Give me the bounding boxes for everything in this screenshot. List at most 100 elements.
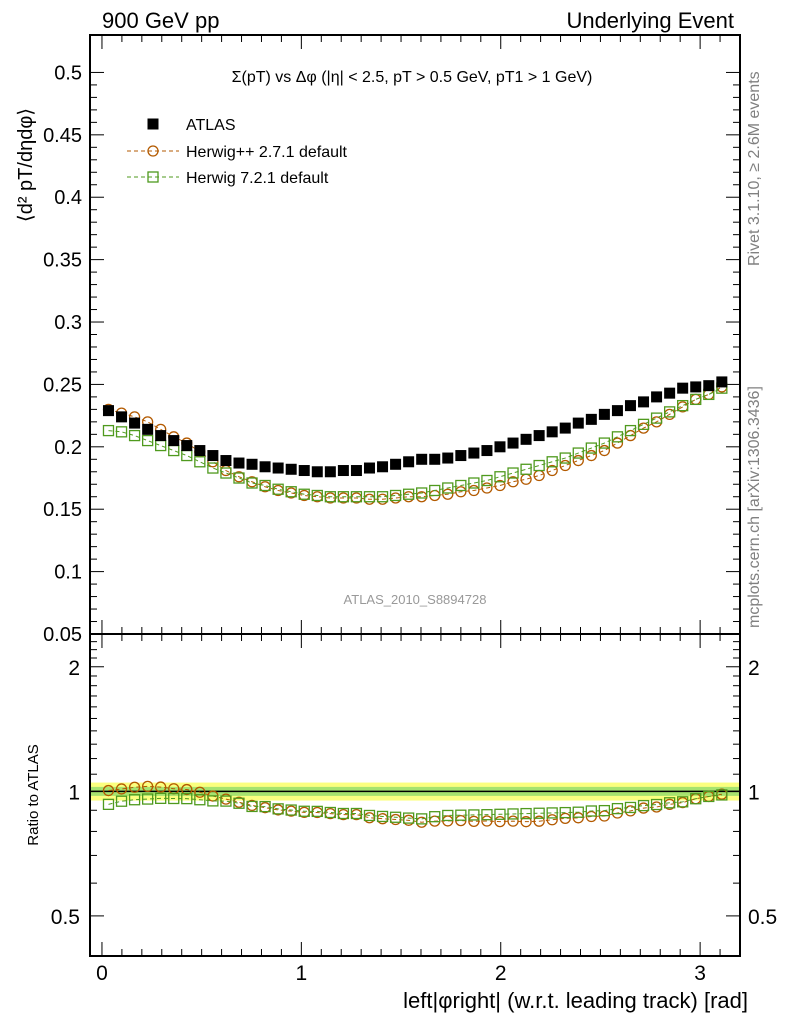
herwig-2-7-1-default-ratio-point [507,815,519,827]
ratio-axis-ticks: 0.5 0.5 1 1 2 2 0 1 2 3 [51,633,777,985]
atlas-point [220,455,232,467]
herwig-7-2-1-default-ratio-point [455,809,467,821]
herwig-2-7-1-default-ratio-point [494,815,506,828]
herwig-2-7-1-default-point [507,476,519,488]
herwig-2-7-1-default-point [598,444,611,457]
herwig-2-7-1-default-ratio-line [108,785,722,823]
atlas-point [494,441,506,453]
ratio-y-tick-label: 2 [68,657,80,680]
herwig-7-2-1-default-ratio-point [650,798,663,811]
herwig-7-2-1-default-ratio-point [533,807,545,819]
herwig-7-2-1-default-point [624,424,637,437]
herwig-2-7-1-default-ratio-point [468,815,480,828]
herwig-7-2-1-default-ratio-point [141,793,154,805]
herwig-7-2-1-default-ratio-point [481,809,493,821]
ratio-y-tick-label-right: 2 [748,657,760,680]
herwig-7-2-1-default-ratio-point [128,794,141,806]
main-series [102,376,728,505]
herwig-7-2-1-default-ratio-point [233,797,245,809]
x-tick-label: 0 [96,962,108,985]
herwig-2-7-1-default-point [520,473,532,485]
legend-label-atlas: ATLAS [186,117,236,134]
atlas-point [546,426,558,438]
atlas-point [272,462,284,474]
atlas-point [311,466,323,478]
atlas-point [677,382,689,394]
atlas-point [390,458,402,470]
atlas-point [572,417,584,429]
herwig-7-2-1-default-point [389,489,402,502]
herwig-2-7-1-default-point [690,393,702,406]
herwig-7-2-1-default-ratio-point [168,792,180,805]
main-y-axis-label: ⟨d² pT/dηdφ⟩ [15,108,37,222]
y-tick-label: 0.5 [54,62,82,84]
ratio-y-tick-label: 0.5 [51,906,80,929]
herwig-7-2-1-default-point [207,462,219,474]
herwig-7-2-1-default-ratio-point [102,798,115,810]
legend-marker-atlas [147,118,159,130]
herwig-7-2-1-default-ratio-point [285,804,297,816]
atlas-point [429,453,441,465]
herwig-7-2-1-default-point [181,449,193,462]
herwig-7-2-1-default-ratio-point [311,805,323,818]
atlas-point [363,462,375,474]
herwig-7-2-1-default-ratio-point [442,809,454,822]
herwig-7-2-1-default-ratio-point [389,811,402,823]
herwig-2-7-1-default-ratio-point [481,815,493,827]
herwig-2-7-1-default-point [559,459,571,472]
herwig-7-2-1-default-point [690,393,702,406]
herwig-7-2-1-default-point [520,463,532,475]
x-tick-label: 1 [296,962,308,985]
herwig-7-2-1-default-ratio-point [376,810,389,823]
ratio-plot-frame [89,633,741,957]
atlas-point [703,380,715,392]
herwig-2-7-1-default-ratio-point [559,812,571,824]
atlas-point [129,417,141,429]
herwig-7-2-1-default-point [272,483,284,495]
y-tick-label: 0.1 [54,562,82,584]
herwig-7-2-1-default-point [376,491,389,503]
atlas-point [664,387,676,399]
herwig-7-2-1-default-point [598,437,611,449]
herwig-7-2-1-default-ratio-point [716,789,728,801]
herwig-7-2-1-default-ratio-point [429,811,441,823]
herwig-7-2-1-default-ratio-point [350,807,363,820]
herwig-7-2-1-default-point [128,429,141,442]
y-tick-label: 0.4 [54,187,82,209]
herwig-7-2-1-default-ratio-point [611,802,624,815]
atlas-point [155,430,167,442]
herwig-7-2-1-default-point [233,472,245,484]
atlas-point [585,413,597,425]
herwig-7-2-1-default-point [168,444,180,457]
herwig-2-7-1-default-ratio-point [546,814,558,826]
herwig-7-2-1-default-ratio-point [115,795,128,807]
atlas-point [468,447,480,459]
herwig-7-2-1-default-ratio-point [663,797,676,809]
atlas-point [598,408,610,420]
atlas-point [207,450,219,462]
herwig-7-2-1-default-point [324,491,336,503]
ratio-series [102,780,728,828]
herwig-7-2-1-default-ratio-point [259,800,271,813]
herwig-7-2-1-default-line [108,387,723,498]
atlas-point [690,381,702,393]
herwig-7-2-1-default-ratio-point [468,809,480,821]
herwig-7-2-1-default-ratio-point [598,804,611,817]
atlas-point [142,423,154,435]
herwig-7-2-1-default-point [363,491,376,503]
herwig-7-2-1-default-ratio-point [624,801,637,814]
x-tick-label: 3 [694,962,706,985]
atlas-point [298,465,310,477]
ratio-y-tick-label-right: 1 [748,781,760,804]
atlas-point [559,422,571,434]
herwig-2-7-1-default-ratio-point [128,781,141,793]
herwig-7-2-1-default-point [637,418,650,431]
atlas-point [520,433,532,445]
y-tick-label: 0.25 [43,374,82,396]
herwig-2-7-1-default-ratio-point [194,786,206,798]
herwig-7-2-1-default-ratio-point [520,807,532,820]
atlas-point [102,405,114,417]
herwig-7-2-1-default-ratio-point [207,795,219,807]
atlas-point [611,405,623,417]
x-tick-label: 2 [495,962,507,985]
